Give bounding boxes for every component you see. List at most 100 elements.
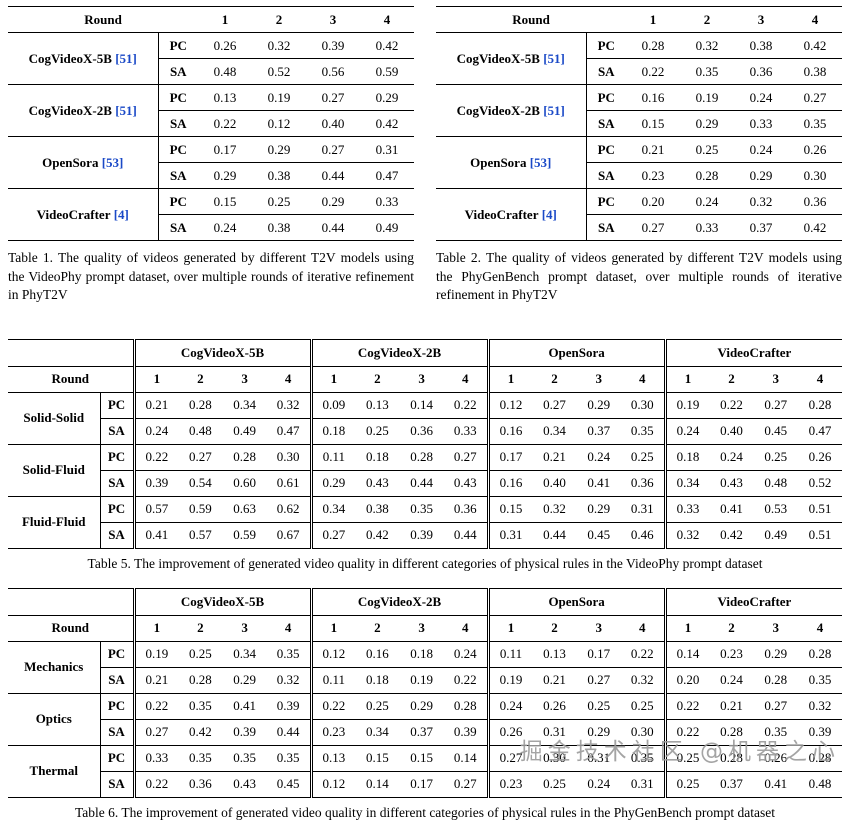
value-cell: 0.47 xyxy=(360,162,415,189)
model-name: CogVideoX-5B [51] xyxy=(436,33,586,85)
value-cell: 0.27 xyxy=(764,397,788,413)
value-cell: 0.13 xyxy=(366,397,389,413)
table5-caption: Table 5. The improvement of generated vi… xyxy=(87,555,763,571)
value-cell: 0.39 xyxy=(132,469,179,497)
model-name-text: CogVideoX-2B xyxy=(456,102,540,118)
value-cell: 0.18 xyxy=(410,646,434,662)
citation-link[interactable]: [53] xyxy=(98,154,124,170)
value-cell: 0.27 xyxy=(443,443,489,471)
value-cell: 0.37 xyxy=(576,417,621,445)
citation-link[interactable]: [51] xyxy=(111,50,137,66)
value-cell: 0.30 xyxy=(630,397,654,413)
value-cell: 0.25 xyxy=(355,692,400,720)
value-cell: 0.14 xyxy=(410,397,434,413)
category-name: Solid-Solid xyxy=(23,410,85,426)
value-cell: 0.51 xyxy=(797,521,843,549)
value-cell: 0.27 xyxy=(486,744,533,772)
metric-label: PC xyxy=(157,188,199,215)
value-cell: 0.38 xyxy=(788,58,843,85)
value-cell: 0.13 xyxy=(309,744,356,772)
value-cell: 0.29 xyxy=(360,84,415,111)
value-cell: 0.48 xyxy=(178,417,223,445)
value-cell: 0.28 xyxy=(641,37,665,53)
value-cell: 0.22 xyxy=(626,58,681,85)
round-number: 3 xyxy=(399,366,444,393)
value-cell: 0.19 xyxy=(132,641,179,668)
metric-label: SA xyxy=(585,58,627,85)
model-name: OpenSora [53] xyxy=(8,136,158,189)
value-cell: 0.11 xyxy=(309,443,356,471)
value-cell: 0.24 xyxy=(486,692,533,720)
category-name: Thermal xyxy=(8,744,100,798)
value-cell: 0.35 xyxy=(266,744,312,772)
category-row-sa: SA 0.21 0.28 0.29 0.32 0.11 0.18 0.19 0.22 0.19 0.… xyxy=(8,666,843,694)
value-cell: 0.24 xyxy=(576,443,621,471)
value-cell: 0.37 xyxy=(709,770,754,798)
value-cell: 0.41 xyxy=(132,521,179,549)
value-cell: 0.22 xyxy=(663,692,710,720)
value-cell: 0.32 xyxy=(267,37,291,53)
value-cell: 0.57 xyxy=(178,521,223,549)
model-row-sa: SA 0.48 0.52 0.56 0.59 xyxy=(8,58,415,85)
value-cell: 0.22 xyxy=(132,692,179,720)
model-name-text: CogVideoX-5B xyxy=(456,50,540,66)
value-cell: 0.18 xyxy=(663,443,710,471)
round-label: Round xyxy=(8,6,199,33)
table1-section: Round 1 2 3 4 CogVideoX-5B [51] PC 0.26 0.32 0.39… xyxy=(8,6,415,305)
model-header: VideoCrafter xyxy=(663,588,843,616)
metric-label: SA xyxy=(585,162,627,189)
metric-label: PC xyxy=(99,641,134,668)
value-cell: 0.35 xyxy=(222,744,267,772)
value-cell: 0.31 xyxy=(620,495,666,523)
value-cell: 0.27 xyxy=(576,666,621,694)
citation-link[interactable]: [51] xyxy=(539,102,565,118)
value-cell: 0.39 xyxy=(222,718,267,746)
round-number: 1 xyxy=(626,6,681,33)
value-cell: 0.36 xyxy=(178,770,223,798)
value-cell: 0.25 xyxy=(663,770,710,798)
value-cell: 0.16 xyxy=(626,84,681,111)
category-row-pc: Mechanics PC 0.19 0.25 0.34 0.35 0.12 0.16 0.18 0… xyxy=(8,641,842,674)
model-name: CogVideoX-5B [51] xyxy=(8,33,158,85)
metric-label: PC xyxy=(585,136,627,163)
value-cell: 0.25 xyxy=(663,744,710,772)
value-cell: 0.27 xyxy=(788,84,843,111)
model-header: CogVideoX-2B xyxy=(309,588,489,616)
value-cell: 0.35 xyxy=(178,744,223,772)
metric-label: SA xyxy=(99,521,134,549)
value-cell: 0.38 xyxy=(355,495,400,523)
model-name-text: VideoCrafter xyxy=(36,206,111,222)
category-row-pc: Thermal PC 0.33 0.35 0.35 0.35 0.13 0.15 0.15 0.1… xyxy=(8,744,843,798)
citation-link[interactable]: [4] xyxy=(538,206,557,222)
round-label: Round xyxy=(8,366,134,393)
value-cell: 0.62 xyxy=(266,495,312,523)
value-cell: 0.23 xyxy=(486,770,533,798)
value-cell: 0.27 xyxy=(306,136,361,163)
round-number: 4 xyxy=(266,366,312,393)
table6: CogVideoX-5B CogVideoX-2B OpenSora VideoCra… xyxy=(8,587,843,798)
citation-link[interactable]: [51] xyxy=(111,102,137,118)
citation-link[interactable]: [53] xyxy=(526,154,552,170)
value-cell: 0.41 xyxy=(709,495,754,523)
citation-link[interactable]: [51] xyxy=(539,50,565,66)
value-cell: 0.29 xyxy=(587,397,611,413)
value-cell: 0.31 xyxy=(576,744,621,772)
value-cell: 0.42 xyxy=(788,214,843,241)
value-cell: 0.33 xyxy=(132,744,179,772)
value-cell: 0.22 xyxy=(443,666,489,694)
value-cell: 0.42 xyxy=(375,37,399,53)
model-row-pc: CogVideoX-5B [51] PC 0.26 0.32 0.39 0.42 xyxy=(8,32,414,66)
citation-link[interactable]: [4] xyxy=(110,206,129,222)
metric-label: SA xyxy=(99,718,134,746)
value-cell: 0.29 xyxy=(306,188,361,215)
value-cell: 0.15 xyxy=(486,495,533,523)
value-cell: 0.11 xyxy=(486,641,533,668)
category-row-sa: SA 0.41 0.57 0.59 0.67 0.27 0.42 0.39 0.44 0.31 0.… xyxy=(8,521,843,549)
value-cell: 0.22 xyxy=(630,646,654,662)
round-number: 1 xyxy=(132,366,179,393)
value-cell: 0.12 xyxy=(486,392,533,419)
metric-label: PC xyxy=(99,495,134,523)
value-cell: 0.19 xyxy=(252,84,307,111)
value-cell: 0.35 xyxy=(178,692,223,720)
round-label: Round xyxy=(8,615,134,642)
